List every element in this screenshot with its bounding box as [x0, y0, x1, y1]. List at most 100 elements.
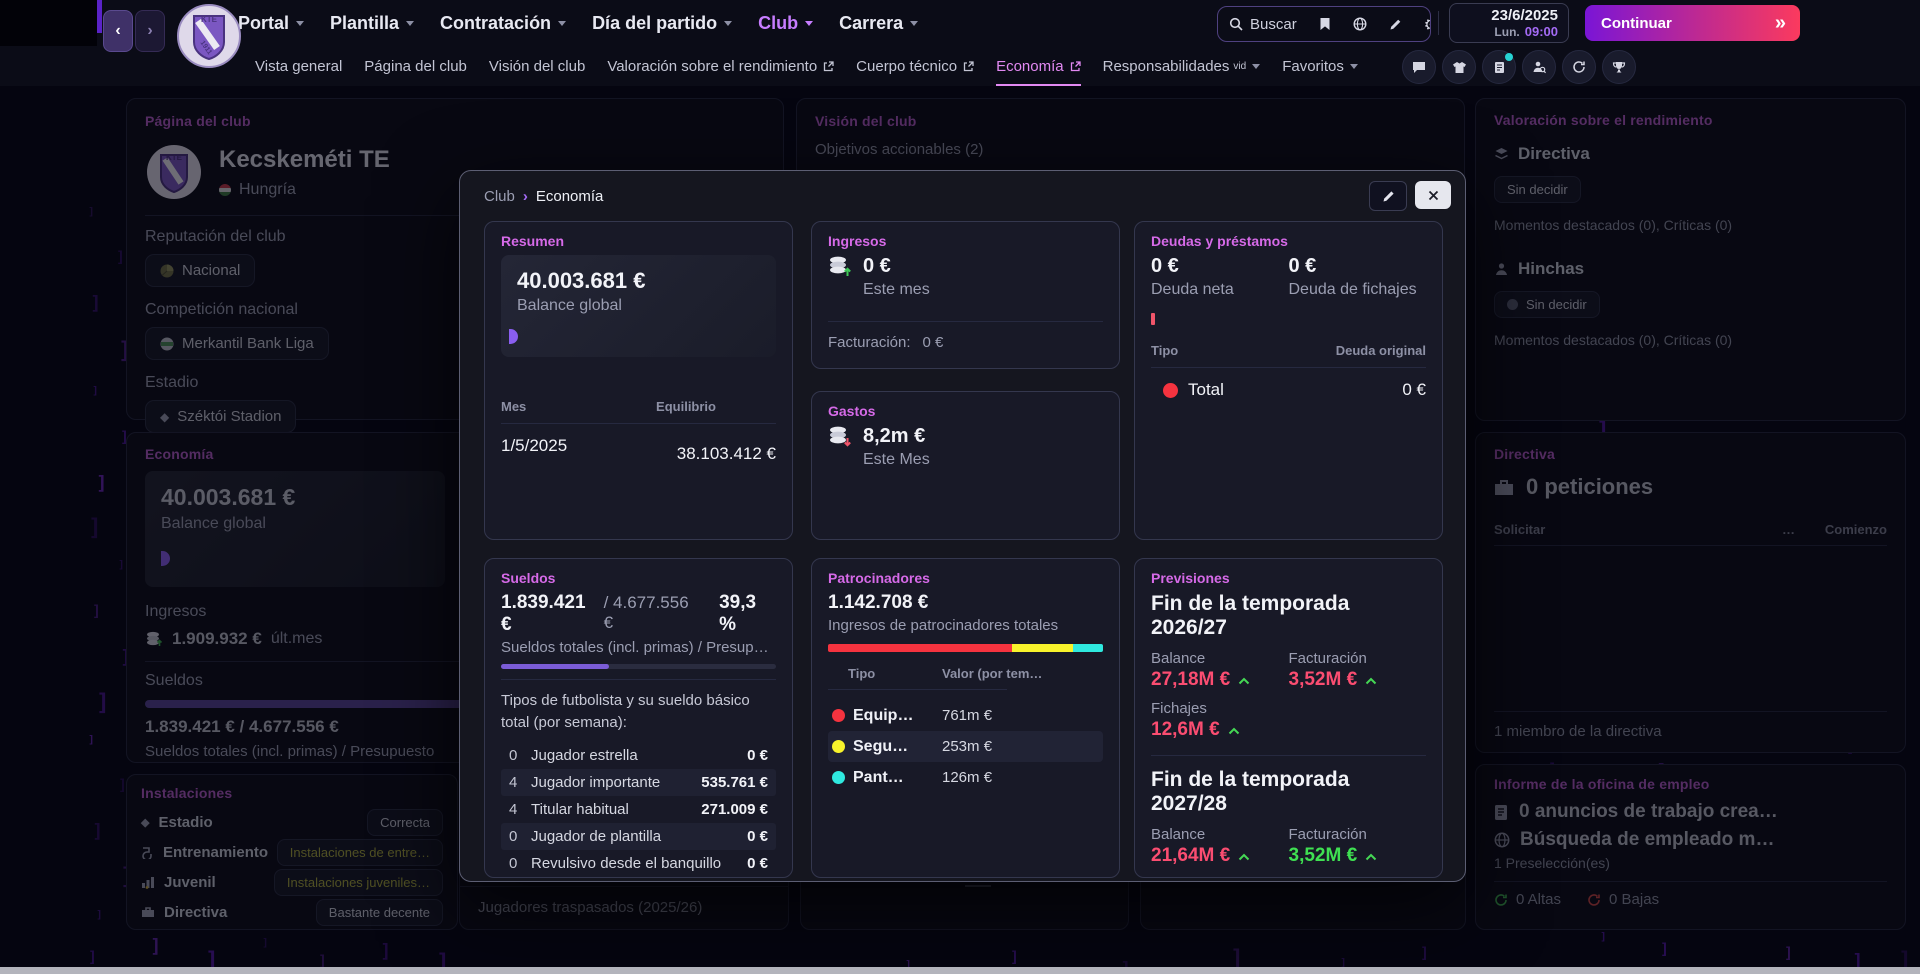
continue-label: Continuar	[1601, 15, 1672, 32]
kit-button[interactable]	[1442, 50, 1476, 84]
tab-vision-del-club[interactable]: Visión del club	[489, 46, 585, 86]
menu-club[interactable]: Club	[758, 13, 813, 34]
fans-rating-note: Momentos destacados (0), Críticas (0)	[1494, 332, 1887, 348]
stadium-pill[interactable]: ◆ Széktói Stadion	[145, 400, 296, 433]
bracket-glyph: ]	[380, 940, 391, 962]
expenses-sub: Este Mes	[863, 451, 930, 469]
bracket-glyph: ]	[88, 948, 97, 966]
person-search-icon	[1532, 60, 1546, 74]
toolbar-separator	[1438, 11, 1439, 35]
wages-value: 1.839.421 €	[501, 592, 598, 636]
bracket-glyph: ]	[92, 384, 99, 397]
summary-title: Resumen	[501, 233, 776, 249]
club-crest-icon[interactable]: KTE1911	[176, 3, 242, 69]
debt-net-label: Deuda neta	[1151, 281, 1289, 299]
settings-button[interactable]: ⚙	[1413, 7, 1431, 41]
forecast-title: Previsiones	[1151, 570, 1426, 586]
forecast-balance-label: Balance	[1151, 650, 1289, 667]
chevron-down-icon	[406, 21, 414, 26]
placeholder-dash	[965, 885, 991, 887]
modal-header: Club › Economía	[460, 171, 1465, 221]
facility-row-stadium: ◆Estadio Correcta	[141, 809, 443, 835]
sponsor-dot	[832, 740, 845, 753]
wage-row: 0Jugador estrella0 €	[501, 742, 776, 769]
income-fact-label: Facturación:	[828, 334, 911, 351]
sponsors-sub: Ingresos de patrocinadores totales	[828, 617, 1103, 634]
shirt-icon	[1452, 61, 1467, 74]
edit-button[interactable]	[1369, 181, 1407, 211]
summary-balance-card[interactable]: 40.003.681 € Balance global	[501, 255, 776, 357]
club-crest-icon: KTE	[145, 143, 203, 201]
facility-label: Juvenil	[164, 874, 216, 891]
chevron-down-icon	[296, 21, 304, 26]
world-button[interactable]	[1342, 7, 1378, 41]
close-button[interactable]	[1415, 181, 1451, 209]
messages-button[interactable]	[1402, 50, 1436, 84]
svg-text:KTE: KTE	[166, 153, 183, 162]
facility-value-pill: Instalaciones juveniles…	[274, 869, 443, 896]
caret-up-icon	[1365, 853, 1377, 861]
transfers-out-footer: Jugadores traspasados (2025/26)	[478, 899, 702, 916]
balance-trend-icon	[509, 329, 518, 344]
notes-button[interactable]	[1482, 50, 1516, 84]
bracket-glyph: ]	[116, 248, 125, 266]
menu-portal[interactable]: Portal	[238, 13, 304, 34]
caret-up-icon	[1228, 727, 1240, 735]
menu-carrera[interactable]: Carrera	[839, 13, 918, 34]
bracket-glyph: ]	[118, 558, 125, 571]
fans-pill-icon	[1507, 299, 1518, 310]
bracket-glyph: ]	[96, 472, 107, 494]
chevron-down-icon	[1252, 64, 1260, 69]
menu-plantilla[interactable]: Plantilla	[330, 13, 414, 34]
continue-button[interactable]: Continuar »	[1585, 5, 1800, 41]
scouting-button[interactable]	[1522, 50, 1556, 84]
tab-valoracion[interactable]: Valoración sobre el rendimiento	[607, 46, 834, 86]
history-back-button[interactable]: ‹	[103, 10, 133, 52]
breadcrumb-parent[interactable]: Club	[484, 188, 515, 205]
tab-favoritos[interactable]: Favoritos	[1282, 46, 1358, 86]
income-title: Ingresos	[828, 233, 1103, 249]
board-panel: Directiva 0 peticiones Solicitar … Comie…	[1475, 432, 1906, 753]
income-value: 0 €	[863, 255, 930, 278]
income-panel: Ingresos 0 € Este mes Facturación: 0 €	[811, 221, 1120, 369]
menu-dia-del-partido[interactable]: Día del partido	[592, 13, 732, 34]
league-pill[interactable]: Merkantil Bank Liga	[145, 327, 329, 360]
tab-responsabilidades[interactable]: Responsabilidadesvid	[1103, 46, 1261, 86]
trophy-button[interactable]	[1602, 50, 1636, 84]
caret-up-icon	[1365, 677, 1377, 685]
board-rating-pill: Sin decidir	[1494, 176, 1581, 203]
wages-types-label: Tipos de futbolista y su sueldo básico t…	[501, 690, 771, 734]
reputation-icon	[160, 264, 174, 278]
bracket-glyph: ]	[88, 515, 102, 541]
sync-button[interactable]	[1562, 50, 1596, 84]
forecast-heading-2: Fin de la temporada 2027/28	[1151, 768, 1426, 816]
training-icon	[141, 846, 154, 859]
club-vision-title: Visión del club	[815, 113, 1446, 129]
sponsors-col-value: Valor (por tem…	[942, 666, 1099, 681]
sponsors-title: Patrocinadores	[828, 570, 1103, 586]
wages-panel: Sueldos 1.839.421 € / 4.677.556 € 39,3 %…	[484, 558, 793, 878]
performance-fans-heading: Hinchas	[1494, 259, 1887, 279]
summary-col-month: Mes	[501, 399, 526, 414]
club-page-title: Página del club	[145, 113, 765, 129]
tab-pagina-del-club[interactable]: Página del club	[364, 46, 467, 86]
search-icon	[1229, 17, 1243, 31]
forecast-heading-1: Fin de la temporada 2026/27	[1151, 592, 1426, 640]
tab-vista-general[interactable]: Vista general	[255, 46, 342, 86]
chrome-accent	[97, 0, 102, 33]
bracket-glyph: ]	[150, 935, 161, 957]
tab-cuerpo-tecnico[interactable]: Cuerpo técnico	[856, 46, 974, 86]
board-rating-note: Momentos destacados (0), Críticas (0)	[1494, 217, 1887, 233]
wages-pct: 39,3 %	[719, 592, 776, 636]
bookmark-button[interactable]	[1308, 7, 1342, 41]
history-forward-button[interactable]: ›	[135, 10, 165, 52]
forecast-fact-label: Facturación	[1289, 650, 1427, 667]
edit-note-button[interactable]	[1378, 7, 1413, 41]
note-icon	[1494, 61, 1505, 74]
sponsor-dot	[832, 771, 845, 784]
tab-economia[interactable]: Economía	[996, 46, 1081, 86]
economy-modal: Club › Economía Resumen 40.003.681 € Bal…	[459, 170, 1466, 882]
menu-contratacion[interactable]: Contratación	[440, 13, 566, 34]
search-input[interactable]: Buscar	[1218, 7, 1308, 41]
forecast-transfers-label: Fichajes	[1151, 700, 1426, 717]
